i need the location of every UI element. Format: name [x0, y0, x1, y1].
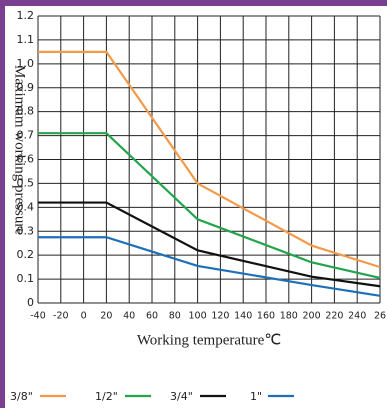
x-tick-label: 80	[169, 311, 181, 322]
series-line	[38, 236, 381, 297]
top-bar	[0, 0, 387, 6]
y-tick-label: 1.2	[17, 9, 35, 22]
x-axis-label: Working temperature℃	[137, 332, 281, 348]
x-tick-label: 100	[189, 311, 207, 322]
x-tick-label: 220	[325, 311, 343, 322]
y-tick-label: 0.3	[17, 224, 35, 237]
x-tick-label: 40	[123, 311, 135, 322]
y-tick-label: 0.5	[17, 176, 35, 189]
y-tick-label: 0.6	[17, 153, 35, 166]
legend-label: 3/8"	[10, 390, 33, 403]
y-tick-label: 0.8	[17, 105, 35, 118]
x-tick-label: 60	[146, 311, 158, 322]
left-bar	[0, 0, 5, 408]
y-tick-label: 0.7	[17, 129, 35, 142]
x-tick-label: 0	[81, 311, 87, 322]
x-tick-label: 160	[257, 311, 275, 322]
y-tick-label: 0.2	[17, 248, 35, 261]
y-tick-label: 0.9	[17, 81, 35, 94]
x-tick-label: -40	[30, 311, 46, 322]
x-tick-label: 240	[348, 311, 366, 322]
y-tick-label: 1.0	[17, 57, 35, 70]
x-tick-label: 180	[280, 311, 298, 322]
x-tick-label: 140	[234, 311, 252, 322]
legend-label: 1/2"	[95, 390, 118, 403]
x-tick-label: 26	[374, 311, 386, 322]
series-line	[38, 50, 381, 269]
y-tick-label: 0	[27, 296, 34, 309]
series-line	[38, 132, 381, 279]
legend-label: 1"	[250, 390, 262, 403]
y-tick-label: 1.1	[17, 33, 35, 46]
x-tick-label: -20	[53, 311, 69, 322]
series-line	[38, 201, 381, 288]
x-tick-label: 20	[100, 311, 112, 322]
x-tick-label: 200	[303, 311, 321, 322]
y-tick-label: 0.1	[17, 272, 35, 285]
x-tick-label: 120	[211, 311, 229, 322]
y-axis-label: Maximum working pressure	[12, 65, 28, 235]
legend-label: 3/4"	[170, 390, 193, 403]
y-tick-label: 0.4	[17, 200, 35, 213]
